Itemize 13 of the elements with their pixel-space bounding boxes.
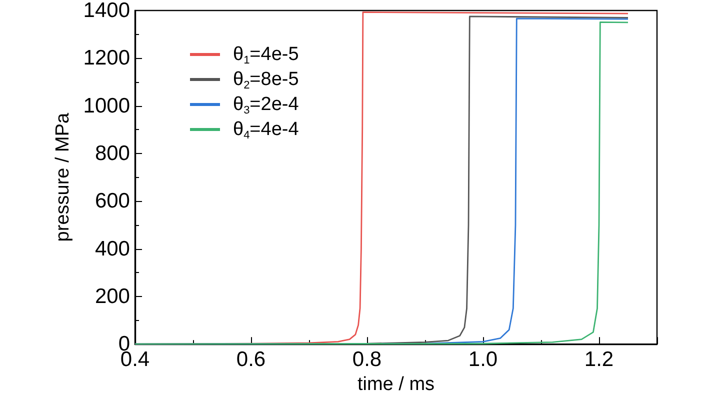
x-tick-label: 0.8	[352, 348, 382, 372]
x-axis-title: time / ms	[357, 374, 435, 395]
x-tick-label: 1.2	[584, 348, 614, 372]
y-axis-title: pressure / MPa	[52, 112, 74, 242]
y-tick-label: 600	[94, 190, 130, 213]
y-tick-label: 1200	[83, 46, 130, 70]
y-tick-label: 1400	[83, 0, 130, 22]
y-tick-label: 400	[94, 237, 130, 260]
y-tick-label: 800	[94, 142, 130, 165]
x-tick-label: 0.6	[236, 348, 266, 372]
y-tick-label: 200	[94, 284, 130, 308]
x-tick-label: 1.0	[468, 348, 498, 372]
y-tick-label: 1000	[83, 94, 130, 118]
